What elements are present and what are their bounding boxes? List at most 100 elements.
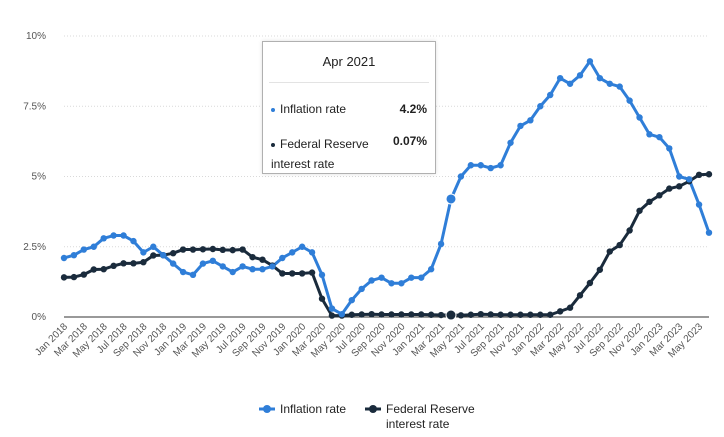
data-point-fed-rate[interactable] [705,171,713,178]
data-point-inflation[interactable] [576,72,584,79]
data-point-fed-rate[interactable] [547,311,554,318]
data-point-fed-rate[interactable] [80,271,88,278]
data-point-inflation[interactable] [249,266,256,273]
data-point-inflation[interactable] [626,97,633,104]
highlighted-point[interactable] [445,193,457,205]
data-point-inflation[interactable] [378,274,385,281]
data-point-inflation[interactable] [586,58,594,65]
data-point-inflation[interactable] [467,162,475,169]
data-point-inflation[interactable] [646,131,653,138]
data-point-fed-rate[interactable] [298,270,306,277]
data-point-inflation[interactable] [60,254,68,262]
data-point-inflation[interactable] [199,260,207,267]
data-point-inflation[interactable] [388,280,395,287]
data-point-inflation[interactable] [616,83,623,90]
data-point-fed-rate[interactable] [556,308,564,315]
data-point-fed-rate[interactable] [378,311,385,318]
data-point-fed-rate[interactable] [517,311,524,318]
data-point-inflation[interactable] [130,237,137,245]
data-point-fed-rate[interactable] [487,311,494,318]
data-point-inflation[interactable] [427,266,435,273]
data-point-fed-rate[interactable] [418,311,425,318]
data-point-inflation[interactable] [239,263,246,270]
data-point-inflation[interactable] [566,80,574,87]
data-point-fed-rate[interactable] [646,198,653,205]
data-point-fed-rate[interactable] [636,207,643,214]
data-point-inflation[interactable] [160,251,167,259]
data-point-inflation[interactable] [120,232,127,239]
data-point-fed-rate[interactable] [120,260,127,267]
data-point-fed-rate[interactable] [437,311,445,319]
data-point-inflation[interactable] [229,268,236,276]
data-point-fed-rate[interactable] [497,311,504,318]
data-point-inflation[interactable] [169,260,177,267]
data-point-fed-rate[interactable] [576,292,584,299]
data-point-fed-rate[interactable] [60,274,68,281]
data-point-inflation[interactable] [308,249,316,256]
data-point-fed-rate[interactable] [427,311,435,318]
data-point-fed-rate[interactable] [70,273,78,281]
data-point-fed-rate[interactable] [626,227,633,234]
data-point-fed-rate[interactable] [318,295,326,302]
data-point-inflation[interactable] [517,122,524,130]
data-point-inflation[interactable] [666,145,673,152]
data-point-inflation[interactable] [556,74,564,82]
data-point-inflation[interactable] [358,285,365,293]
data-point-inflation[interactable] [338,310,346,318]
data-point-fed-rate[interactable] [537,311,544,318]
data-point-fed-rate[interactable] [169,250,177,257]
data-point-inflation[interactable] [457,173,465,180]
data-point-inflation[interactable] [368,277,375,284]
data-point-fed-rate[interactable] [179,246,187,253]
data-point-inflation[interactable] [527,117,534,124]
data-point-fed-rate[interactable] [695,171,703,179]
data-point-fed-rate[interactable] [199,246,207,253]
data-point-inflation[interactable] [269,263,276,270]
data-point-inflation[interactable] [418,274,425,281]
data-point-inflation[interactable] [348,296,355,304]
data-point-fed-rate[interactable] [90,266,97,273]
data-point-inflation[interactable] [507,139,514,146]
point-layer[interactable] [60,58,713,321]
data-point-inflation[interactable] [289,249,296,256]
data-point-fed-rate[interactable] [189,246,197,253]
data-point-inflation[interactable] [596,74,604,82]
data-point-fed-rate[interactable] [586,279,594,287]
data-point-inflation[interactable] [318,271,326,279]
data-point-fed-rate[interactable] [209,245,217,253]
data-point-inflation[interactable] [100,235,107,242]
data-point-fed-rate[interactable] [130,260,137,267]
data-point-fed-rate[interactable] [566,304,574,311]
data-point-fed-rate[interactable] [507,311,514,318]
data-point-fed-rate[interactable] [368,310,375,318]
data-point-fed-rate[interactable] [527,311,534,318]
data-point-fed-rate[interactable] [110,262,117,270]
data-point-fed-rate[interactable] [666,185,673,192]
data-point-fed-rate[interactable] [388,311,395,318]
data-point-inflation[interactable] [477,162,484,169]
data-point-inflation[interactable] [437,240,445,248]
data-point-fed-rate[interactable] [239,246,246,253]
data-point-fed-rate[interactable] [408,311,415,318]
data-point-inflation[interactable] [685,176,693,183]
data-point-inflation[interactable] [219,263,226,270]
data-point-fed-rate[interactable] [477,310,484,318]
data-point-inflation[interactable] [676,173,683,180]
data-point-fed-rate[interactable] [606,248,613,255]
data-point-inflation[interactable] [209,257,217,264]
data-point-inflation[interactable] [408,274,415,281]
data-point-inflation[interactable] [298,243,306,250]
data-point-fed-rate[interactable] [467,311,475,318]
data-point-fed-rate[interactable] [328,312,336,319]
data-point-inflation[interactable] [150,243,157,250]
data-point-inflation[interactable] [80,246,88,253]
data-point-inflation[interactable] [398,280,405,287]
data-point-fed-rate[interactable] [100,266,107,273]
data-point-inflation[interactable] [487,164,494,172]
data-point-inflation[interactable] [705,229,713,236]
data-point-fed-rate[interactable] [457,312,465,319]
data-point-fed-rate[interactable] [249,253,256,261]
data-point-fed-rate[interactable] [616,241,623,249]
data-point-fed-rate[interactable] [150,252,157,259]
data-point-inflation[interactable] [695,201,703,208]
